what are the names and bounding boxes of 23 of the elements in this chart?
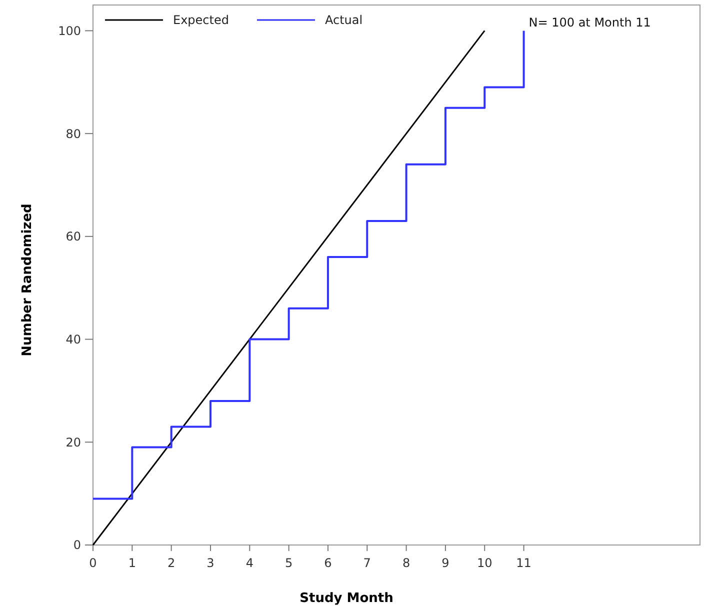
x-tick-label: 3 bbox=[206, 556, 214, 570]
y-tick-label: 100 bbox=[58, 24, 81, 38]
y-tick-label: 20 bbox=[66, 435, 81, 450]
x-tick-label: 4 bbox=[246, 556, 254, 570]
x-tick-label: 1 bbox=[128, 556, 136, 570]
x-tick-label: 11 bbox=[516, 556, 532, 570]
x-tick-label: 5 bbox=[284, 556, 293, 570]
y-tick-label: 60 bbox=[66, 230, 81, 244]
legend-label: Actual bbox=[325, 13, 363, 28]
x-tick-label: 8 bbox=[402, 556, 410, 570]
y-tick-label: 80 bbox=[66, 126, 81, 141]
x-tick-label: 0 bbox=[89, 556, 97, 570]
x-tick-label: 7 bbox=[363, 556, 371, 570]
x-tick-label: 9 bbox=[442, 556, 450, 570]
y-tick-label: 40 bbox=[66, 332, 81, 346]
x-tick-label: 6 bbox=[324, 556, 332, 570]
x-tick-label: 10 bbox=[476, 556, 492, 570]
x-tick-label: 2 bbox=[168, 556, 176, 570]
x-axis-title: Study Month bbox=[300, 591, 394, 606]
y-tick-label: 0 bbox=[73, 538, 81, 552]
legend-label: Expected bbox=[173, 13, 229, 28]
annotation: N= 100 at Month 11 bbox=[528, 16, 651, 30]
y-axis-title: Number Randomized bbox=[20, 204, 35, 356]
